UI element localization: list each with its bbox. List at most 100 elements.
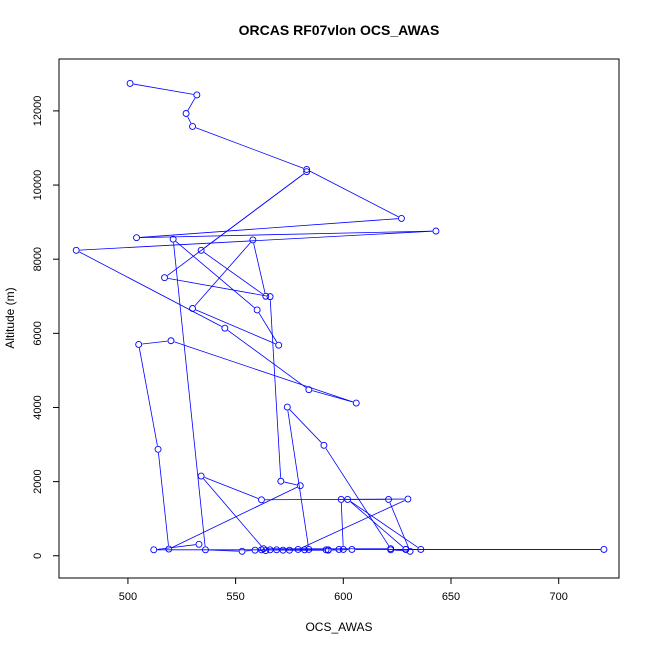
series-line-segment (350, 501, 419, 548)
series-line-segment (269, 300, 282, 478)
data-point (296, 482, 304, 490)
series-line-segment (394, 549, 407, 552)
data-point (277, 477, 285, 485)
data-point (339, 546, 347, 553)
series-line-segment (287, 410, 309, 546)
data-point (398, 214, 405, 222)
series-line-segment (79, 251, 222, 327)
data-point (337, 495, 345, 503)
x-tick-label: 550 (226, 591, 244, 603)
data-point (402, 546, 410, 553)
data-point (344, 495, 352, 503)
y-tick-label: 0 (32, 553, 44, 559)
y-axis: 0 2000 4000 6000 8000 10000 12000 (32, 96, 59, 559)
data-point (335, 546, 343, 553)
series-line-segment (301, 500, 405, 549)
data-point (182, 110, 190, 117)
data-point (320, 441, 328, 449)
data-point (600, 546, 608, 553)
x-tick-label: 600 (334, 591, 352, 603)
data-point (253, 306, 261, 314)
series-line-segment (140, 230, 433, 239)
data-point (150, 546, 158, 554)
data-point (266, 546, 274, 554)
series-line-segment (140, 218, 398, 238)
data-point (348, 546, 356, 553)
series-line-segment (325, 448, 390, 546)
data-point (352, 399, 360, 407)
data-point (238, 547, 246, 555)
series-line-segment (265, 498, 405, 501)
data-point (273, 546, 280, 554)
data-point (283, 403, 291, 411)
series-points (72, 80, 608, 555)
x-tick-label: 650 (442, 591, 460, 603)
data-point (167, 337, 175, 345)
x-axis-label: OCS_AWAS (305, 620, 372, 634)
data-point (72, 246, 80, 254)
series-line-segment (187, 116, 192, 124)
data-point (305, 546, 313, 553)
y-tick-label: 2000 (32, 469, 44, 493)
series-line-segment (350, 501, 404, 548)
series-line-segment (133, 83, 194, 95)
data-point (266, 293, 274, 301)
data-point (193, 91, 201, 99)
series-line-segment (173, 242, 206, 547)
x-axis: 500 550 600 650 700 (119, 578, 568, 603)
data-point (301, 546, 308, 554)
series-line-segment (171, 486, 298, 548)
data-point (303, 166, 311, 173)
x-tick-label: 500 (119, 591, 137, 603)
series-line-segment (138, 347, 158, 446)
series-line-segment (168, 277, 267, 297)
data-point (305, 386, 313, 394)
data-point (262, 292, 270, 300)
data-point (385, 495, 392, 503)
series-line-segment (289, 409, 322, 443)
series-line-segment (340, 502, 344, 546)
data-point (165, 545, 173, 553)
series-line-segment (195, 127, 304, 169)
series-line-segment (203, 478, 262, 547)
data-point (406, 547, 414, 555)
data-point (286, 546, 293, 554)
data-point (275, 341, 283, 349)
data-point (249, 236, 257, 244)
series-line-segment (175, 241, 255, 308)
series-line-segment (253, 243, 266, 293)
series-line-segment (227, 329, 307, 388)
data-point (197, 246, 205, 254)
y-tick-label: 6000 (32, 321, 44, 345)
data-point (189, 123, 196, 130)
data-point (133, 234, 140, 242)
data-point (221, 324, 229, 332)
data-point (404, 495, 412, 503)
data-point (126, 80, 134, 87)
series-line-segment (158, 452, 169, 546)
data-point (197, 472, 205, 480)
data-point (279, 546, 287, 554)
plot-frame (58, 58, 620, 579)
series-line-segment (389, 502, 410, 549)
series-line-segment (284, 481, 297, 486)
data-point (432, 227, 440, 235)
data-point (417, 546, 425, 553)
y-axis-label: Altitude (m) (3, 287, 17, 348)
series-line-segment (195, 309, 276, 345)
series-line-segment (309, 170, 399, 218)
series-line-segment (142, 340, 168, 345)
data-point (169, 235, 177, 243)
series-line-segment (187, 97, 196, 111)
data-point (387, 545, 395, 553)
series-line-segment (203, 173, 305, 249)
data-point (262, 547, 270, 555)
data-point (251, 546, 259, 554)
series-line-segment (194, 242, 251, 307)
chart-title: ORCAS RF07vlon OCS_AWAS (239, 22, 440, 38)
data-point (135, 341, 143, 348)
series-line-segment (157, 544, 196, 550)
series-line-segment (203, 252, 264, 295)
data-point (202, 546, 209, 554)
